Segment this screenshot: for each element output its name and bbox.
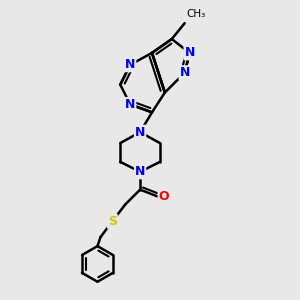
Text: O: O	[159, 190, 169, 203]
Text: N: N	[184, 46, 195, 59]
Text: N: N	[135, 165, 145, 178]
Text: N: N	[135, 126, 145, 139]
Text: S: S	[108, 215, 117, 228]
Text: CH₃: CH₃	[187, 9, 206, 19]
Text: N: N	[125, 58, 135, 71]
Text: N: N	[179, 66, 190, 79]
Text: N: N	[125, 98, 135, 111]
